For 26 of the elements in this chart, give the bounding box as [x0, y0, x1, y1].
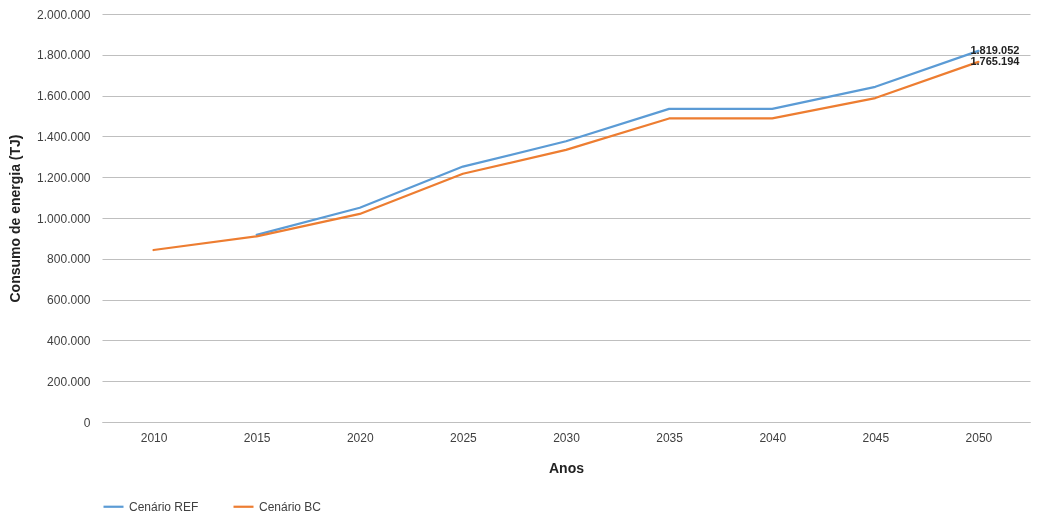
x-tick-label: 2010: [140, 430, 168, 445]
x-tick-label: 2030: [553, 430, 581, 445]
y-tick-label: 2.000.000: [37, 7, 91, 22]
y-tick-label: 0: [83, 415, 91, 430]
x-tick-label: 2045: [862, 430, 890, 445]
x-tick-label: 2040: [759, 430, 787, 445]
y-tick-label: 1.400.000: [37, 129, 91, 144]
x-tick-label: 2035: [656, 430, 684, 445]
y-tick-label: 1.000.000: [37, 211, 91, 226]
y-tick-label: 1.800.000: [37, 48, 91, 63]
y-axis-title: Consumo de energia (TJ): [7, 134, 24, 303]
x-tick-label: 2050: [965, 430, 993, 445]
legend-label: Cenário REF: [129, 499, 199, 514]
y-tick-label: 600.000: [47, 293, 91, 308]
data-label: 1.765.194: [970, 54, 1021, 67]
y-tick-label: 200.000: [47, 374, 91, 389]
data-label: 1.819.052: [970, 43, 1020, 56]
y-tick-label: 1.200.000: [37, 170, 91, 185]
y-tick-label: 1.600.000: [37, 89, 91, 104]
x-axis-title: Anos: [549, 459, 585, 476]
x-tick-label: 2025: [450, 430, 478, 445]
x-tick-label: 2015: [243, 430, 271, 445]
y-tick-label: 400.000: [47, 333, 91, 348]
legend-label: Cenário BC: [259, 499, 322, 514]
x-tick-label: 2020: [346, 430, 374, 445]
y-tick-label: 800.000: [47, 252, 91, 267]
